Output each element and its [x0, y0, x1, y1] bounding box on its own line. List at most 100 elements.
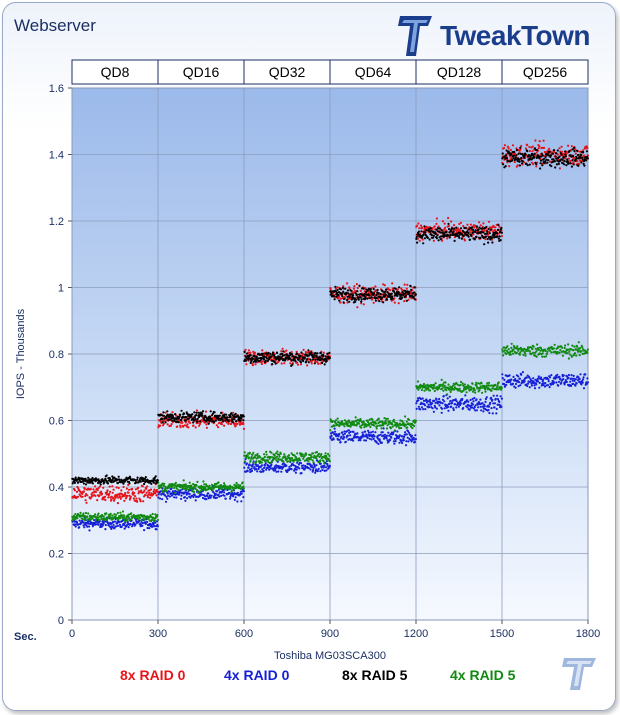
data-point — [572, 349, 575, 352]
data-point — [418, 227, 421, 230]
data-point — [459, 227, 463, 230]
data-point — [166, 423, 169, 426]
data-point — [474, 230, 477, 233]
data-point — [127, 513, 131, 516]
data-point — [384, 290, 387, 293]
data-point — [78, 526, 81, 529]
data-point — [400, 426, 403, 430]
data-point — [118, 517, 122, 520]
data-point — [404, 431, 407, 434]
data-point — [563, 346, 566, 350]
data-point — [363, 294, 366, 298]
data-point — [251, 465, 254, 468]
data-point — [130, 512, 133, 515]
data-point — [336, 438, 340, 441]
data-point — [198, 420, 202, 423]
data-point — [509, 148, 512, 152]
data-point — [498, 225, 501, 228]
data-point — [127, 516, 130, 519]
data-point — [462, 225, 465, 228]
data-point — [576, 160, 579, 163]
data-point — [342, 437, 345, 440]
data-point — [169, 424, 172, 427]
data-point — [359, 296, 362, 299]
data-point — [420, 388, 423, 391]
data-point — [306, 462, 309, 465]
data-point — [376, 288, 379, 292]
data-point — [385, 434, 389, 437]
data-point — [176, 425, 179, 428]
data-point — [158, 497, 162, 500]
data-point — [532, 345, 535, 348]
data-point — [468, 231, 472, 234]
data-point — [449, 390, 452, 393]
data-point — [441, 402, 444, 405]
data-point — [313, 362, 316, 365]
time-unit-label: Sec. — [14, 631, 37, 643]
data-point — [437, 225, 440, 228]
data-point — [381, 431, 384, 434]
data-point — [510, 156, 513, 160]
data-point — [310, 351, 313, 354]
data-point — [507, 348, 510, 351]
data-point — [481, 402, 484, 405]
y-tick-label: 0.6 — [49, 416, 64, 428]
data-point — [83, 487, 86, 490]
data-point — [585, 159, 588, 162]
data-point — [487, 386, 490, 389]
data-point — [339, 297, 343, 300]
data-point — [175, 496, 178, 499]
data-point — [290, 457, 294, 460]
data-point — [484, 397, 487, 401]
data-point — [164, 500, 168, 503]
data-point — [190, 487, 193, 490]
data-point — [398, 434, 401, 437]
data-point — [459, 380, 463, 384]
data-point — [352, 430, 355, 433]
data-point — [291, 355, 294, 358]
data-point — [125, 487, 128, 490]
data-point — [540, 152, 543, 155]
data-point — [564, 155, 568, 158]
data-point — [551, 383, 555, 386]
data-point — [275, 459, 278, 462]
data-point — [196, 420, 199, 423]
data-point — [256, 470, 259, 473]
data-point — [84, 483, 88, 486]
data-point — [427, 403, 430, 406]
data-point — [496, 228, 500, 231]
data-point — [478, 389, 481, 392]
data-point — [167, 418, 170, 421]
data-point — [281, 466, 285, 469]
data-point — [438, 236, 441, 239]
data-point — [127, 491, 130, 494]
data-point — [248, 468, 251, 471]
data-point — [310, 362, 313, 365]
data-point — [94, 494, 97, 497]
data-point — [152, 481, 156, 484]
data-point — [300, 351, 303, 354]
data-point — [224, 419, 227, 422]
data-point — [348, 300, 351, 303]
data-point — [303, 356, 306, 359]
data-point — [462, 406, 465, 410]
data-point — [123, 527, 126, 530]
data-point — [273, 454, 276, 457]
data-point — [484, 238, 487, 241]
data-point — [173, 419, 176, 422]
data-point — [213, 411, 216, 414]
data-point — [220, 488, 223, 491]
data-point — [223, 482, 226, 485]
data-point — [548, 376, 552, 379]
data-point — [496, 394, 499, 397]
data-point — [336, 286, 339, 289]
data-point — [522, 353, 525, 356]
data-point — [106, 518, 109, 521]
data-point — [586, 377, 589, 380]
data-point — [455, 381, 458, 385]
data-point — [386, 417, 389, 420]
data-point — [511, 159, 514, 162]
data-point — [250, 455, 253, 459]
data-point — [386, 291, 389, 294]
data-point — [544, 160, 547, 163]
